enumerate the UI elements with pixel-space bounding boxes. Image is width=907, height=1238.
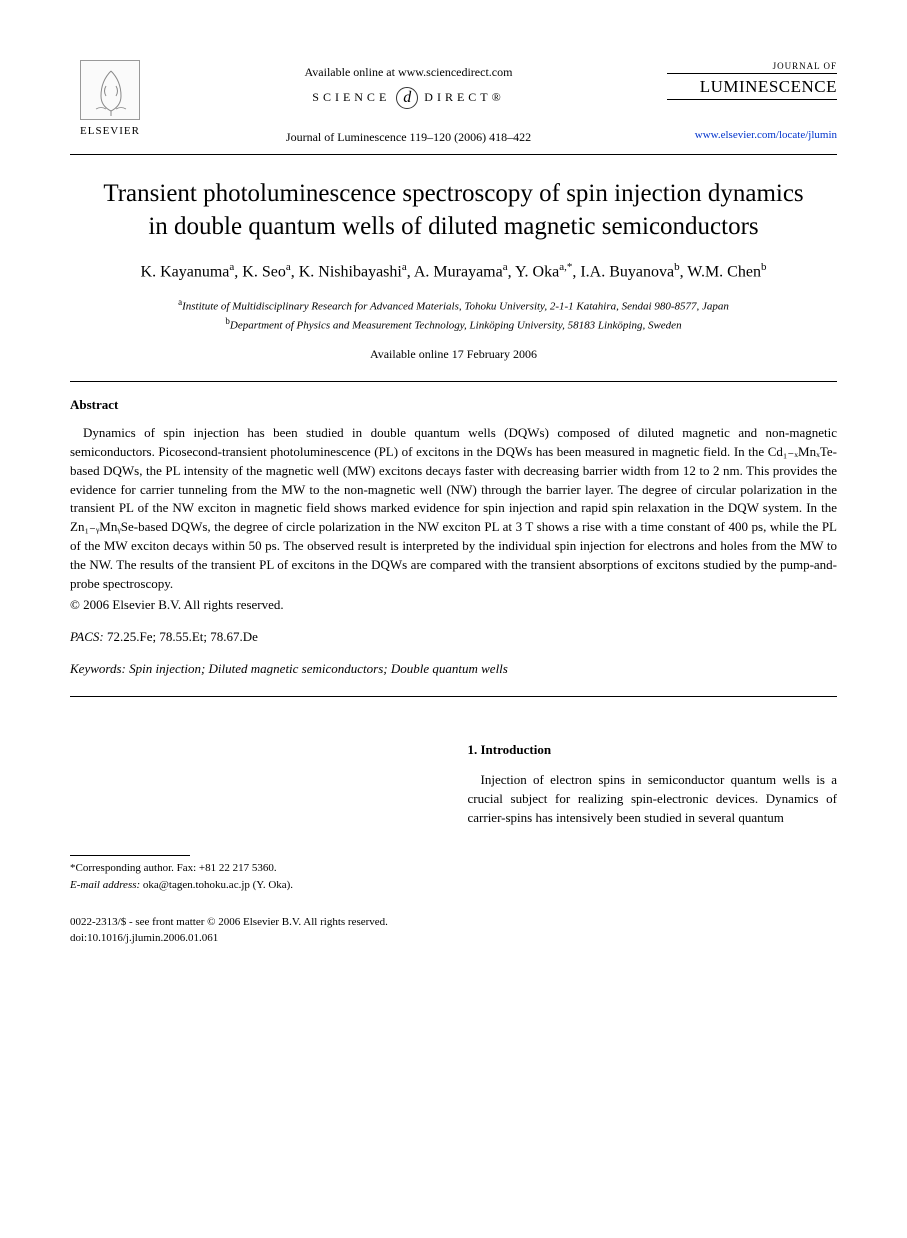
science-direct-logo: SCIENCE d DIRECT®	[312, 87, 504, 109]
rule-after-meta	[70, 381, 837, 382]
elsevier-tree-icon	[80, 60, 140, 120]
science-direct-d-icon: d	[396, 87, 418, 109]
footer-line1: 0022-2313/$ - see front matter © 2006 El…	[70, 915, 837, 930]
rule-top	[70, 154, 837, 155]
article-title: Transient photoluminescence spectroscopy…	[100, 177, 807, 245]
footer: 0022-2313/$ - see front matter © 2006 El…	[70, 915, 837, 946]
abstract-body: Dynamics of spin injection has been stud…	[70, 424, 837, 594]
pacs-value: 72.25.Fe; 78.55.Et; 78.67.De	[107, 629, 258, 644]
affiliations: aInstitute of Multidisciplinary Research…	[70, 296, 837, 334]
journal-of-label: JOURNAL OF	[667, 60, 837, 73]
two-column-area: *Corresponding author. Fax: +81 22 217 5…	[70, 741, 837, 893]
footnote-rule	[70, 855, 190, 856]
journal-url[interactable]: www.elsevier.com/locate/jlumin	[667, 128, 837, 143]
available-online-at: Available online at www.sciencedirect.co…	[150, 64, 667, 81]
affiliation-b: bDepartment of Physics and Measurement T…	[70, 315, 837, 334]
intro-body: Injection of electron spins in semicondu…	[468, 771, 838, 828]
publisher-label: ELSEVIER	[70, 124, 150, 139]
corresponding-email-line: E-mail address: oka@tagen.tohoku.ac.jp (…	[70, 877, 440, 894]
corresponding-line1: *Corresponding author. Fax: +81 22 217 5…	[70, 860, 440, 877]
header-row: ELSEVIER Available online at www.science…	[70, 60, 837, 146]
pacs-line: PACS: 72.25.Fe; 78.55.Et; 78.67.De	[70, 628, 837, 646]
affiliation-a: aInstitute of Multidisciplinary Research…	[70, 296, 837, 315]
corresponding-author: *Corresponding author. Fax: +81 22 217 5…	[70, 860, 440, 893]
journal-reference: Journal of Luminescence 119–120 (2006) 4…	[150, 129, 667, 146]
right-column: 1. Introduction Injection of electron sp…	[468, 741, 838, 893]
journal-name: LUMINESCENCE	[667, 73, 837, 101]
author-list: K. Kayanumaa, K. Seoa, K. Nishibayashia,…	[70, 260, 837, 284]
pacs-label: PACS:	[70, 629, 104, 644]
science-direct-text-1: SCIENCE	[312, 89, 390, 106]
keywords-value: Spin injection; Diluted magnetic semicon…	[129, 661, 508, 676]
publisher-block: ELSEVIER	[70, 60, 150, 139]
center-header: Available online at www.sciencedirect.co…	[150, 60, 667, 146]
journal-logo-block: JOURNAL OF LUMINESCENCE www.elsevier.com…	[667, 60, 837, 144]
abstract-heading: Abstract	[70, 396, 837, 414]
intro-heading: 1. Introduction	[468, 741, 838, 759]
copyright-line: © 2006 Elsevier B.V. All rights reserved…	[70, 596, 837, 614]
keywords-line: Keywords: Spin injection; Diluted magnet…	[70, 660, 837, 678]
footer-doi: doi:10.1016/j.jlumin.2006.01.061	[70, 931, 837, 946]
email-label: E-mail address:	[70, 879, 140, 891]
available-online-date: Available online 17 February 2006	[70, 346, 837, 363]
email-address[interactable]: oka@tagen.tohoku.ac.jp (Y. Oka).	[143, 879, 293, 891]
rule-after-keywords	[70, 696, 837, 697]
science-direct-text-2: DIRECT®	[424, 89, 504, 106]
left-column: *Corresponding author. Fax: +81 22 217 5…	[70, 741, 440, 893]
keywords-label: Keywords:	[70, 661, 126, 676]
